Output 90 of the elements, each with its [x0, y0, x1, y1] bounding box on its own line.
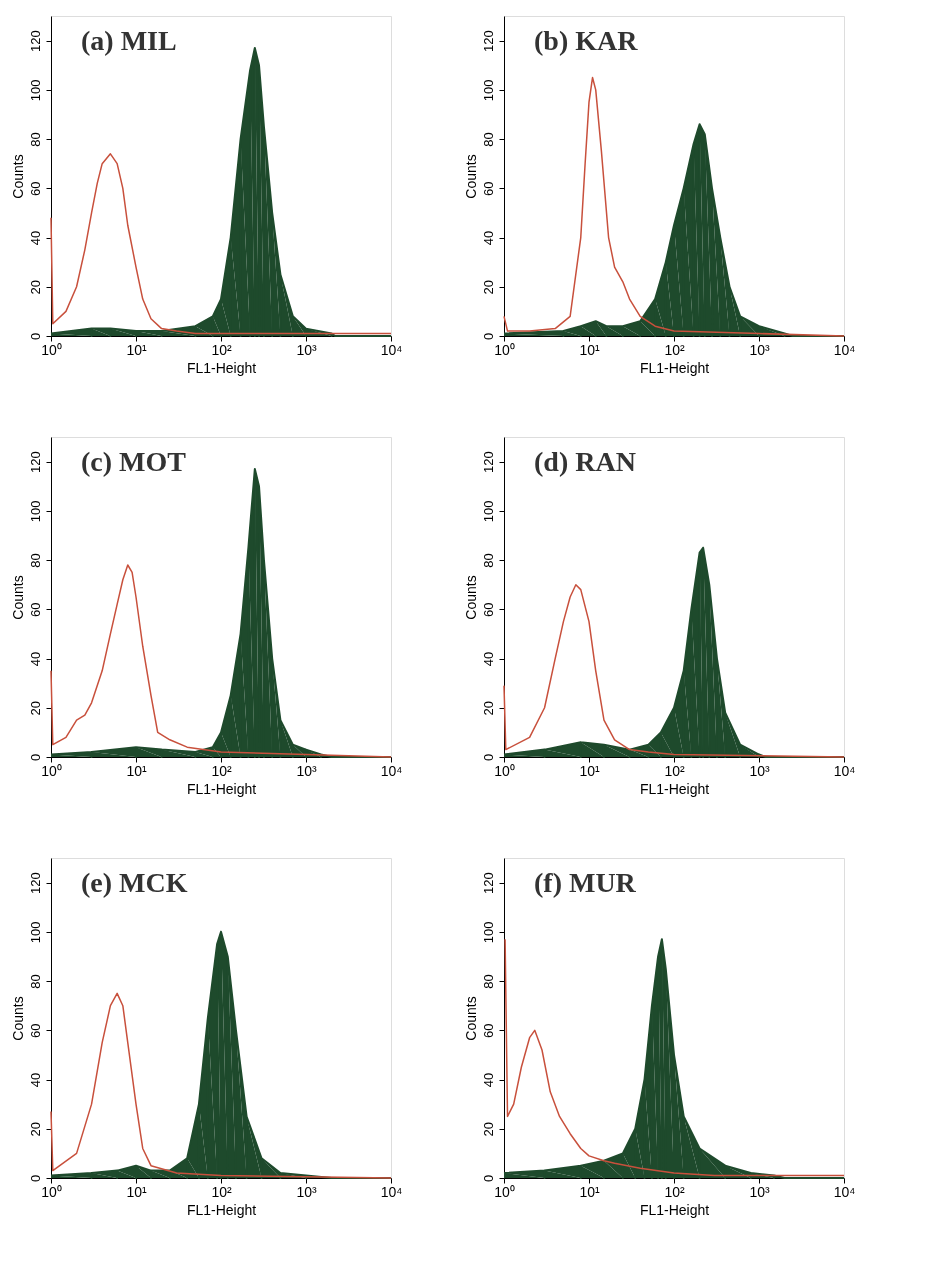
y-axis-title: Counts [462, 154, 479, 199]
x-tick-label: 10⁴ [380, 762, 403, 779]
x-tick-label: 10⁰ [494, 762, 515, 779]
y-tick-label: 100 [27, 79, 43, 102]
y-axis-title: Counts [9, 575, 26, 620]
y-tick-label: 100 [480, 921, 496, 944]
y-axis-title: Counts [462, 575, 479, 620]
x-tick-label: 10⁴ [833, 762, 856, 779]
y-tick-label: 80 [27, 974, 43, 989]
y-tick-label: 60 [27, 181, 43, 197]
chart-title: (c) MOT [81, 446, 187, 477]
y-tick-label: 60 [480, 181, 496, 197]
y-tick-label: 120 [480, 872, 496, 894]
x-tick-label: 10⁰ [494, 341, 515, 358]
y-tick-label: 0 [480, 1174, 496, 1183]
x-axis-title: FL1-Height [639, 1201, 710, 1218]
x-tick-label: 10⁴ [833, 341, 856, 358]
y-tick-label: 20 [27, 701, 43, 716]
y-tick-label: 100 [480, 500, 496, 523]
x-tick-label: 10¹ [579, 341, 600, 358]
x-tick-label: 10² [664, 341, 685, 358]
y-tick-label: 40 [480, 230, 496, 246]
y-tick-label: 60 [27, 1023, 43, 1039]
y-tick-label: 20 [480, 1122, 496, 1137]
x-tick-label: 10⁰ [41, 1183, 62, 1200]
y-tick-label: 20 [27, 1122, 43, 1137]
y-tick-label: 40 [480, 1072, 496, 1088]
x-tick-label: 10¹ [579, 1183, 600, 1200]
y-tick-label: 0 [27, 1174, 43, 1183]
y-tick-label: 100 [27, 921, 43, 944]
x-tick-label: 10³ [296, 341, 317, 358]
x-tick-label: 10² [664, 762, 685, 779]
x-tick-label: 10² [211, 762, 232, 779]
y-tick-label: 20 [480, 701, 496, 716]
x-tick-label: 10² [211, 1183, 232, 1200]
y-tick-label: 120 [480, 30, 496, 52]
y-tick-label: 80 [480, 553, 496, 568]
y-tick-label: 120 [27, 30, 43, 52]
y-tick-label: 80 [480, 974, 496, 989]
chart-title: (e) MCK [81, 867, 188, 898]
x-axis-title: FL1-Height [639, 780, 710, 797]
y-tick-label: 20 [27, 280, 43, 295]
y-tick-label: 20 [480, 280, 496, 295]
x-tick-label: 10⁰ [41, 762, 62, 779]
y-axis-title: Counts [9, 996, 26, 1041]
y-tick-label: 40 [27, 651, 43, 667]
x-tick-label: 10² [664, 1183, 685, 1200]
y-tick-label: 120 [27, 872, 43, 894]
x-tick-label: 10⁴ [380, 1183, 403, 1200]
x-tick-label: 10⁴ [833, 1183, 856, 1200]
x-axis-title: FL1-Height [186, 359, 257, 376]
x-tick-label: 10⁰ [494, 1183, 515, 1200]
y-tick-label: 60 [27, 602, 43, 618]
x-tick-label: 10⁰ [41, 341, 62, 358]
y-tick-label: 60 [480, 1023, 496, 1039]
x-tick-label: 10³ [749, 1183, 770, 1200]
x-tick-label: 10³ [296, 762, 317, 779]
y-tick-label: 100 [480, 79, 496, 102]
x-axis-title: FL1-Height [186, 780, 257, 797]
x-tick-label: 10¹ [126, 341, 147, 358]
y-axis-title: Counts [462, 996, 479, 1041]
y-tick-label: 120 [480, 451, 496, 473]
x-tick-label: 10¹ [126, 1183, 147, 1200]
chart-title: (f) MUR [534, 867, 637, 898]
x-tick-label: 10¹ [126, 762, 147, 779]
y-tick-label: 80 [27, 553, 43, 568]
x-tick-label: 10³ [296, 1183, 317, 1200]
y-tick-label: 60 [480, 602, 496, 618]
y-tick-label: 0 [27, 753, 43, 762]
chart-title: (d) RAN [534, 446, 636, 477]
y-tick-label: 0 [480, 753, 496, 762]
y-tick-label: 80 [480, 132, 496, 147]
y-axis-title: Counts [9, 154, 26, 199]
y-tick-label: 80 [27, 132, 43, 147]
x-tick-label: 10³ [749, 341, 770, 358]
y-tick-label: 0 [480, 332, 496, 341]
x-tick-label: 10¹ [579, 762, 600, 779]
x-axis-title: FL1-Height [639, 359, 710, 376]
x-axis-title: FL1-Height [186, 1201, 257, 1218]
y-tick-label: 100 [27, 500, 43, 523]
x-tick-label: 10³ [749, 762, 770, 779]
y-tick-label: 0 [27, 332, 43, 341]
x-tick-label: 10² [211, 341, 232, 358]
y-tick-label: 40 [480, 651, 496, 667]
y-tick-label: 40 [27, 230, 43, 246]
chart-title: (b) KAR [534, 25, 639, 56]
y-tick-label: 40 [27, 1072, 43, 1088]
chart-title: (a) MIL [81, 25, 177, 56]
y-tick-label: 120 [27, 451, 43, 473]
x-tick-label: 10⁴ [380, 341, 403, 358]
